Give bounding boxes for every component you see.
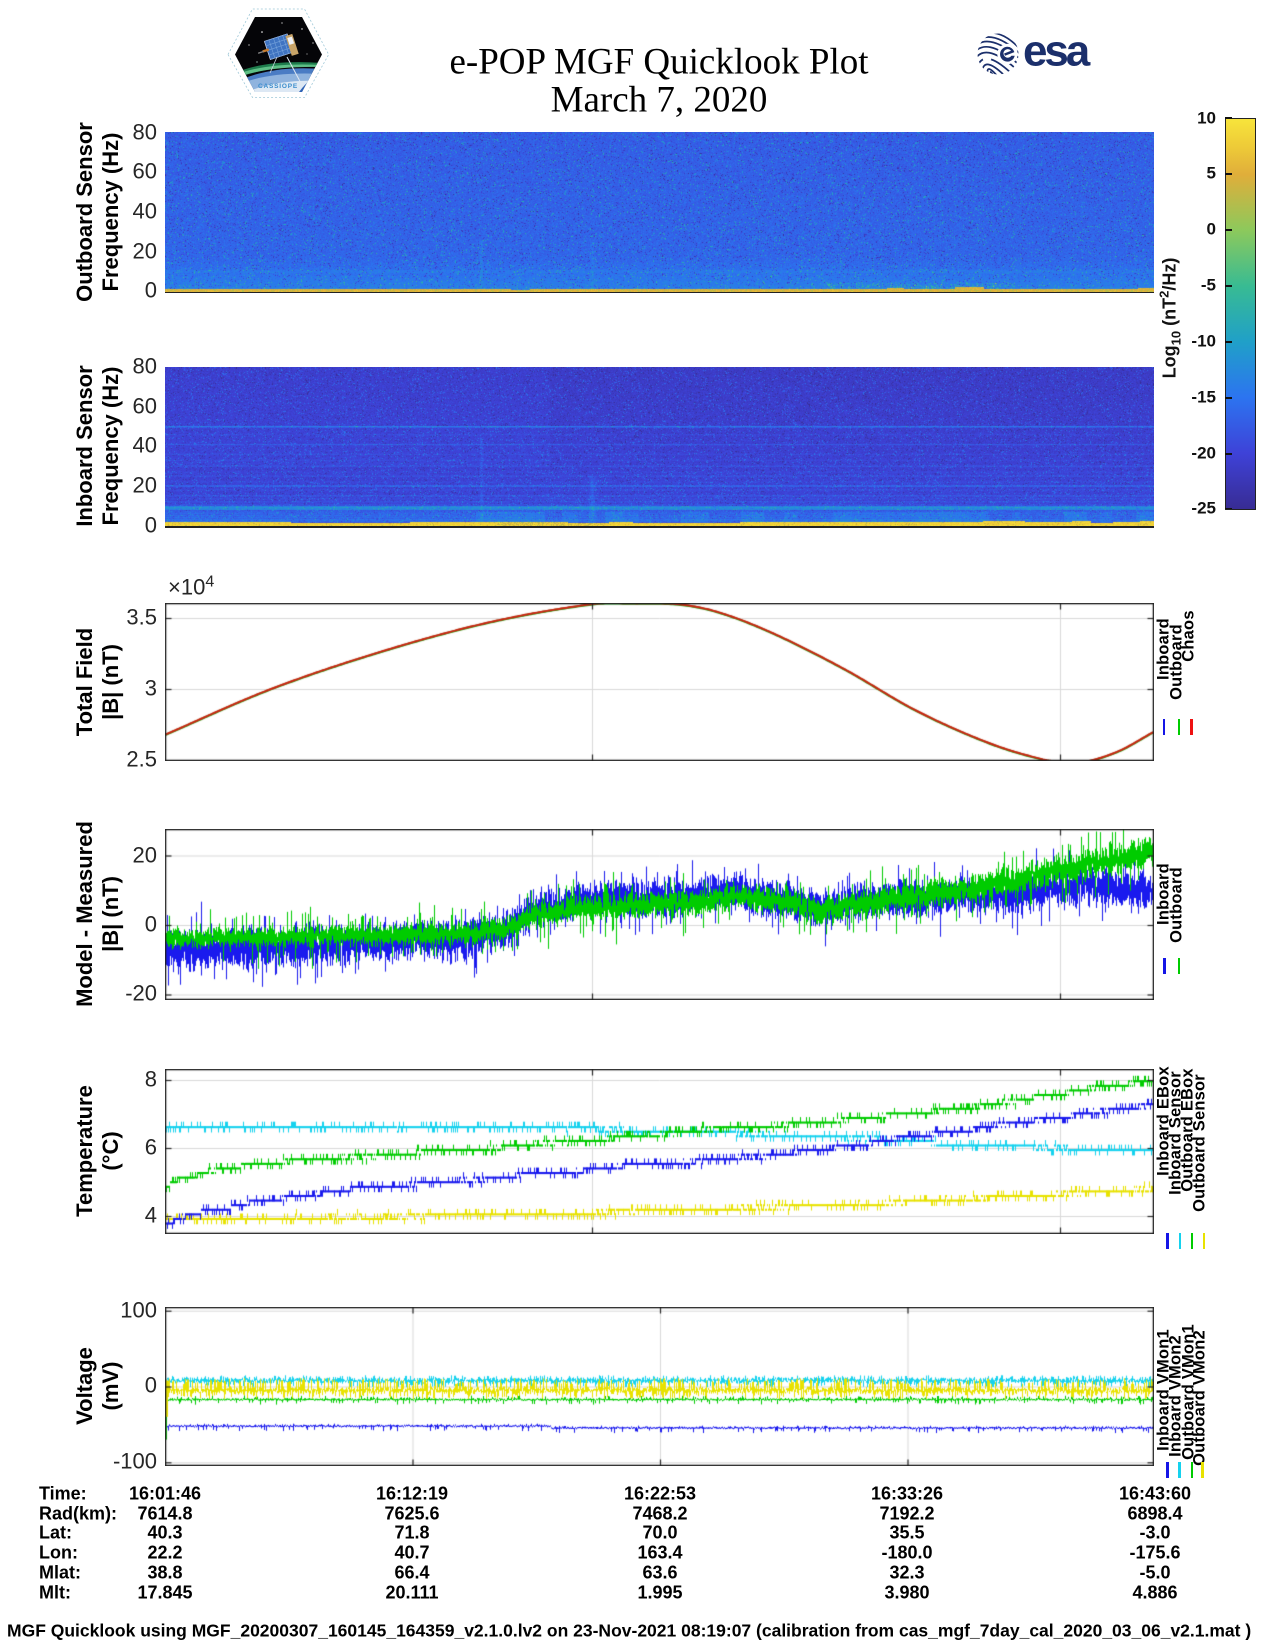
svg-text:esa: esa — [1023, 27, 1091, 76]
svg-text:CASSIOPE: CASSIOPE — [258, 83, 298, 90]
